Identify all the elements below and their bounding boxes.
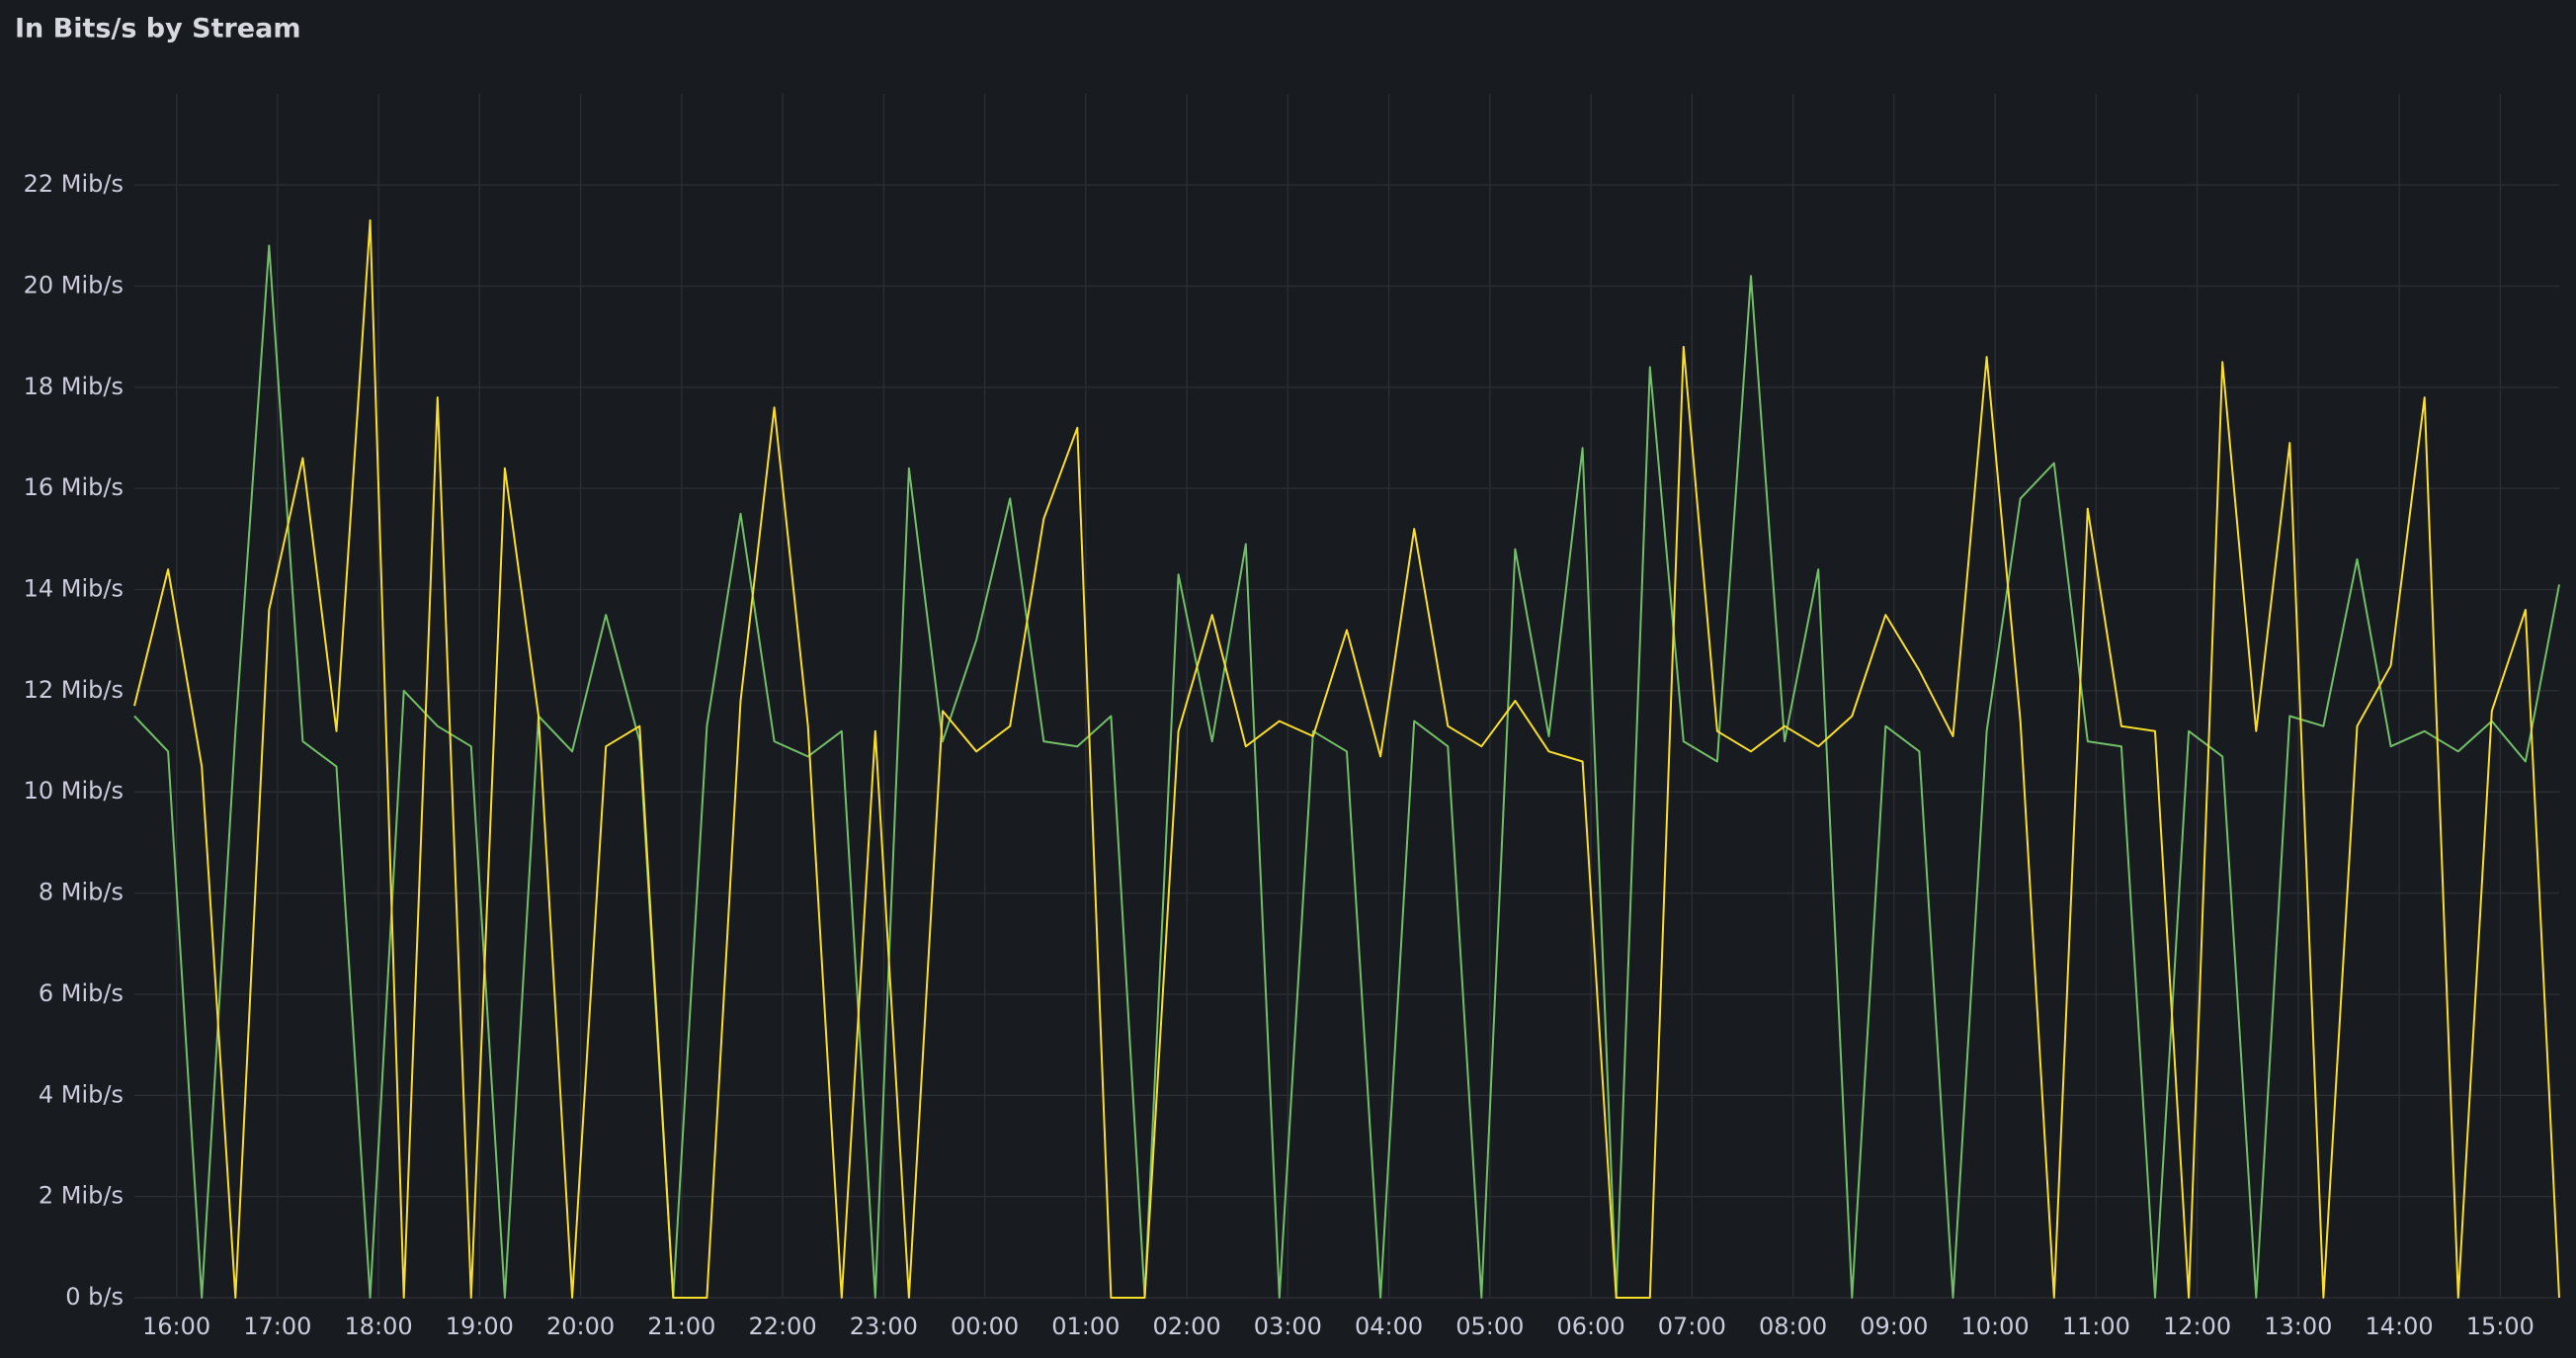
x-tick-label: 08:00 [1759, 1313, 1827, 1340]
y-tick-label: 2 Mib/s [39, 1182, 124, 1210]
y-tick-label: 12 Mib/s [24, 676, 124, 704]
y-tick-label: 16 Mib/s [24, 473, 124, 501]
x-tick-label: 12:00 [2163, 1313, 2231, 1340]
series-line [133, 244, 2560, 1299]
x-tick-label: 05:00 [1455, 1313, 1524, 1340]
x-tick-label: 23:00 [850, 1313, 918, 1340]
x-tick-label: 06:00 [1557, 1313, 1625, 1340]
y-tick-label: 22 Mib/s [24, 170, 124, 198]
series-line [133, 218, 2560, 1299]
chart-title: In Bits/s by Stream [15, 14, 300, 44]
y-tick-label: 14 Mib/s [24, 575, 124, 603]
x-tick-label: 03:00 [1254, 1313, 1322, 1340]
y-tick-label: 6 Mib/s [39, 979, 124, 1007]
x-tick-label: 10:00 [1961, 1313, 2030, 1340]
x-tick-label: 14:00 [2366, 1313, 2434, 1340]
x-tick-label: 00:00 [951, 1313, 1019, 1340]
x-tick-label: 19:00 [446, 1313, 514, 1340]
y-tick-label: 10 Mib/s [24, 777, 124, 805]
x-tick-label: 22:00 [749, 1313, 817, 1340]
x-tick-label: 21:00 [647, 1313, 715, 1340]
y-tick-label: 0 b/s [65, 1283, 124, 1311]
y-tick-label: 18 Mib/s [24, 373, 124, 400]
x-tick-label: 07:00 [1658, 1313, 1726, 1340]
x-tick-label: 15:00 [2466, 1313, 2534, 1340]
x-tick-label: 09:00 [1860, 1313, 1928, 1340]
y-tick-label: 8 Mib/s [39, 879, 124, 906]
x-tick-label: 01:00 [1051, 1313, 1120, 1340]
x-tick-label: 02:00 [1153, 1313, 1221, 1340]
y-tick-label: 4 Mib/s [39, 1080, 124, 1108]
x-tick-label: 16:00 [142, 1313, 210, 1340]
y-tick-label: 20 Mib/s [24, 271, 124, 298]
x-tick-label: 11:00 [2062, 1313, 2130, 1340]
x-tick-label: 04:00 [1355, 1313, 1423, 1340]
x-tick-label: 20:00 [546, 1313, 615, 1340]
x-tick-label: 18:00 [345, 1313, 413, 1340]
x-tick-label: 13:00 [2264, 1313, 2332, 1340]
x-tick-label: 17:00 [243, 1313, 311, 1340]
